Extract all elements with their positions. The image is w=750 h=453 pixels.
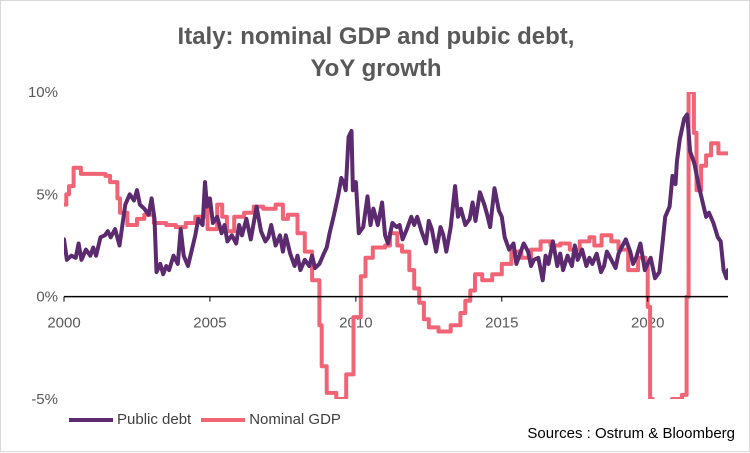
x-tick-label: 2020 (631, 315, 664, 332)
series-line-public-debt (64, 112, 728, 283)
legend-label-nominal-gdp: Nominal GDP (249, 411, 341, 428)
chart-title-line-1: Italy: nominal GDP and pubic debt, (177, 23, 575, 50)
series-line-nominal-gdp (64, 92, 728, 399)
y-tick-label: 0% (36, 289, 58, 306)
y-tick-label: -5% (31, 391, 58, 408)
legend-item-nominal-gdp: Nominal GDP (201, 411, 341, 428)
legend-label-public-debt: Public debt (117, 411, 192, 428)
y-tick-label: 10% (28, 84, 58, 101)
x-tick-label: 2005 (193, 315, 226, 332)
legend-item-public-debt: Public debt (69, 411, 191, 428)
x-tick-label: 2010 (339, 315, 372, 332)
chart-title-line-2: YoY growth (310, 55, 442, 82)
legend-swatch-nominal-gdp (201, 417, 246, 422)
y-tick-label: 5% (36, 186, 58, 203)
x-tick-label: 2000 (47, 315, 80, 332)
chart-title: Italy: nominal GDP and pubic debt, YoY g… (1, 21, 750, 85)
source-note: Sources : Ostrum & Bloomberg (527, 425, 735, 442)
legend-swatch-public-debt (69, 417, 113, 422)
x-tick-label: 2015 (485, 315, 518, 332)
chart-legend: Public debt Nominal GDP (69, 411, 351, 428)
